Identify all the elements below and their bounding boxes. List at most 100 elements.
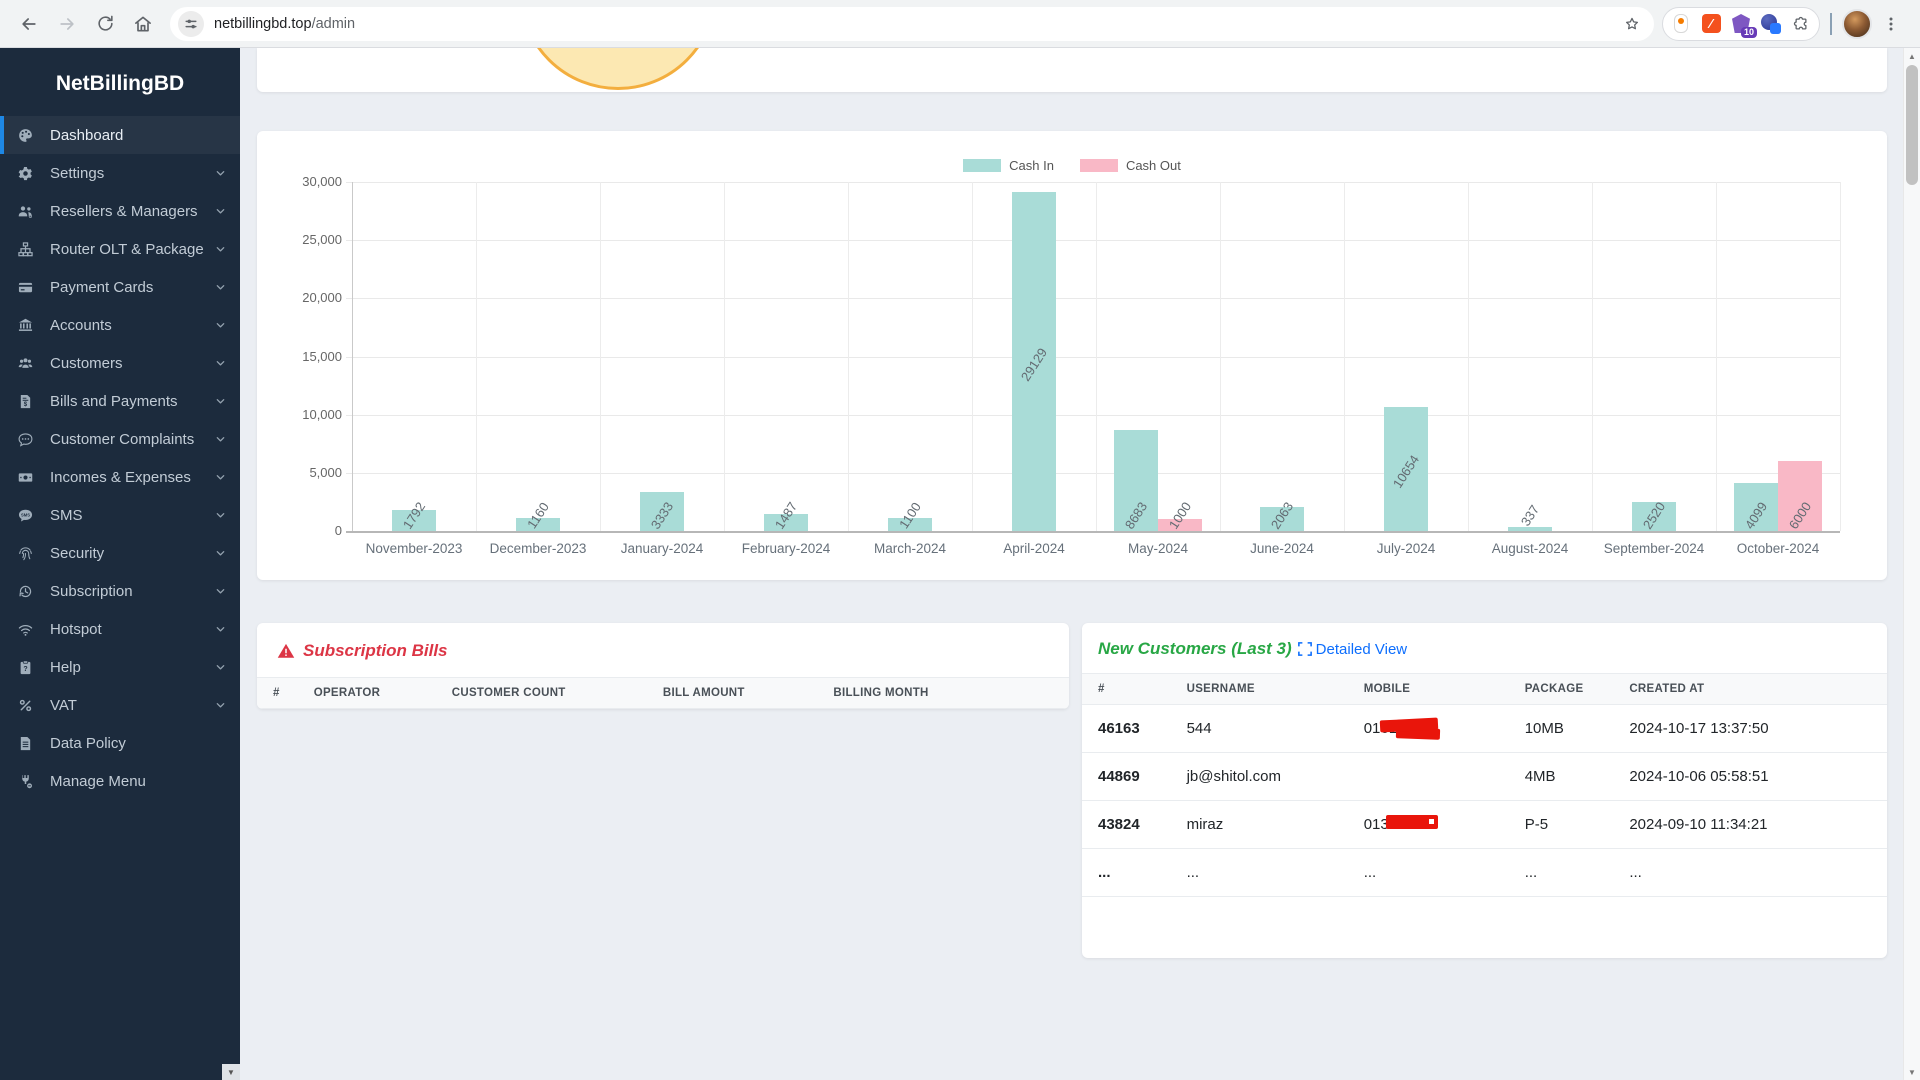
gridline	[352, 182, 353, 531]
site-settings-icon	[185, 19, 197, 28]
bar-cash-in[interactable]: 3333	[640, 492, 684, 532]
bookmark-button[interactable]	[1618, 10, 1646, 38]
home-button[interactable]	[126, 7, 160, 41]
x-axis-label: December-2023	[489, 541, 587, 556]
sidebar: NetBillingBD Dashboard Settings Resellers …	[0, 48, 240, 1080]
sidebar-item-accounts[interactable]: Accounts	[0, 306, 240, 344]
customer-id-cell: 46163	[1082, 704, 1179, 753]
sidebar-item-customer-complaints[interactable]: Customer Complaints	[0, 420, 240, 458]
cashflow-chart-card: Cash In Cash Out 30,000 25,000 20,000 15,000…	[257, 131, 1887, 580]
forward-button[interactable]	[50, 7, 84, 41]
chevron-down-icon	[215, 662, 226, 673]
sidebar-item-incomes-expenses[interactable]: Incomes & Expenses	[0, 458, 240, 496]
chevron-down-icon	[215, 244, 226, 255]
gridline	[1220, 182, 1221, 531]
sidebar-item-customers[interactable]: Customers	[0, 344, 240, 382]
sidebar-item-vat[interactable]: VAT	[0, 686, 240, 724]
bar-cash-in[interactable]: 1160	[516, 500, 560, 531]
sidebar-item-data-policy[interactable]: Data Policy	[0, 724, 240, 762]
legend-label: Cash Out	[1125, 158, 1181, 173]
column-header: MOBILE	[1355, 673, 1517, 705]
detailed-view-link[interactable]: Detailed View	[1297, 641, 1407, 658]
x-axis-label: August-2024	[1491, 541, 1569, 556]
mobile-number: 0132	[1364, 815, 1438, 833]
site-settings-button[interactable]	[178, 10, 204, 37]
column-header: USERNAME	[1178, 673, 1356, 705]
bar-cash-in[interactable]: 2063	[1260, 499, 1304, 532]
bar-cash-in[interactable]: 4099	[1734, 483, 1778, 532]
svg-text:?: ?	[23, 665, 27, 672]
bar-value-label: 2520	[1639, 499, 1669, 532]
warning-triangle-icon	[277, 643, 295, 658]
page-scrollbar[interactable]: ▲ ▼	[1903, 48, 1920, 1080]
column-header: CUSTOMER COUNT	[443, 677, 655, 709]
x-axis-label: June-2024	[1250, 541, 1314, 556]
sidebar-item-security[interactable]: Security	[0, 534, 240, 572]
created-at-cell: 2024-10-17 13:37:50	[1621, 704, 1887, 753]
sidebar-item-label: Data Policy	[50, 734, 126, 752]
sidebar-item-manage-menu[interactable]: Manage Menu	[0, 762, 240, 800]
legend-item-cash-out[interactable]: Cash Out	[1079, 158, 1181, 173]
browser-menu-button[interactable]	[1874, 7, 1908, 41]
profile-avatar[interactable]	[1842, 8, 1872, 39]
extensions-puzzle-button[interactable]	[1791, 14, 1811, 34]
sidebar-item-label: Customers	[50, 354, 123, 372]
bar-cash-in[interactable]: 2520	[1632, 499, 1676, 532]
bar-cash-in[interactable]: 8683	[1114, 430, 1158, 532]
back-icon	[22, 17, 36, 30]
bar-cash-in[interactable]: 337	[1508, 502, 1552, 531]
bar-cash-out[interactable]: 6000	[1778, 461, 1822, 532]
bar-cash-in[interactable]: 1792	[392, 499, 436, 532]
sidebar-item-settings[interactable]: Settings	[0, 154, 240, 192]
column-header: PACKAGE	[1516, 673, 1622, 705]
scroll-up-arrow[interactable]: ▲	[1908, 51, 1916, 61]
bar-value-label: 1792	[399, 499, 429, 532]
scrollbar-thumb[interactable]	[1906, 65, 1918, 185]
sidebar-item-router-olt-package[interactable]: Router OLT & Package	[0, 230, 240, 268]
gridline	[1096, 182, 1097, 531]
pie-chart-card-partial	[257, 48, 1887, 92]
legend-item-cash-in[interactable]: Cash In	[963, 158, 1054, 173]
username-cell: miraz	[1178, 800, 1356, 849]
reload-icon	[97, 15, 113, 31]
sidebar-item-sms[interactable]: SMS SMS	[0, 496, 240, 534]
gear-icon	[18, 166, 40, 181]
scroll-down-arrow[interactable]: ▼	[1908, 1067, 1916, 1077]
sidebar-item-label: Manage Menu	[50, 772, 146, 790]
sidebar-item-bills-and-payments[interactable]: $ Bills and Payments	[0, 382, 240, 420]
y-axis-tick: 15,000	[302, 348, 342, 364]
url-text[interactable]: netbillingbd.top/admin	[214, 16, 1616, 32]
customer-id-cell: ...	[1082, 848, 1179, 897]
reload-button[interactable]	[88, 7, 122, 41]
address-bar[interactable]: netbillingbd.top/admin	[170, 6, 1654, 41]
sidebar-item-resellers-managers[interactable]: Resellers & Managers	[0, 192, 240, 230]
bar-cash-in[interactable]: 29129	[1012, 192, 1056, 531]
svg-text:SMS: SMS	[21, 512, 30, 517]
extension-2-icon[interactable]: ⁄	[1701, 14, 1721, 34]
sidebar-item-payment-cards[interactable]: Payment Cards	[0, 268, 240, 306]
bar-cash-in[interactable]: 1487	[764, 499, 808, 532]
bar-cash-in[interactable]: 1100	[888, 500, 932, 531]
y-axis-tick: 25,000	[302, 232, 342, 248]
chevron-down-icon	[215, 206, 226, 217]
column-header: BILL AMOUNT	[654, 677, 826, 709]
sidebar-item-help[interactable]: ? Help	[0, 648, 240, 686]
bar-value-label: 1487	[771, 499, 801, 532]
sidebar-item-dashboard[interactable]: Dashboard	[0, 116, 240, 154]
bar-cash-in[interactable]: 10654	[1384, 407, 1428, 531]
bar-value-label: 1000	[1165, 499, 1195, 532]
url-host: netbillingbd.top	[214, 15, 312, 32]
sidebar-item-subscription[interactable]: Subscription	[0, 572, 240, 610]
cashflow-bar-chart: 30,000 25,000 20,000 15,000 10,000 5,000 0 1792…	[257, 131, 1887, 580]
bar-value-label: 10654	[1389, 452, 1423, 491]
extension-1-icon[interactable]	[1671, 14, 1691, 34]
extension-4-icon[interactable]	[1761, 13, 1781, 34]
bar-cash-out[interactable]: 1000	[1158, 499, 1202, 532]
column-header: CREATED AT	[1621, 673, 1887, 705]
gridline	[1468, 182, 1469, 531]
back-button[interactable]	[12, 7, 46, 41]
sidebar-scroll-arrow[interactable]: ▼	[222, 1064, 240, 1080]
extension-3-icon[interactable]: 10	[1731, 14, 1757, 38]
sidebar-item-hotspot[interactable]: Hotspot	[0, 610, 240, 648]
